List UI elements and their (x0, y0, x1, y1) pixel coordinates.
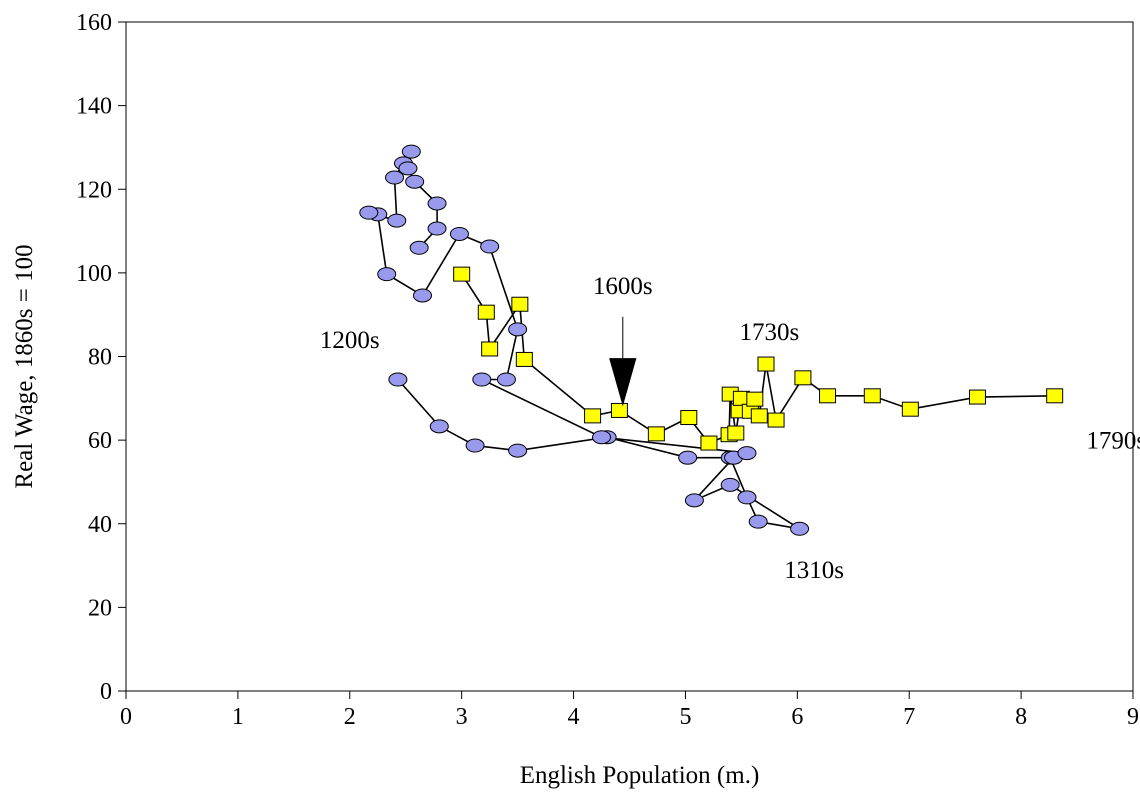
y-tick-label: 40 (88, 512, 112, 538)
series-2-point (794, 370, 812, 386)
series-2-point (1046, 388, 1064, 404)
y-tick-label: 80 (88, 345, 112, 371)
y-tick-label: 60 (88, 428, 112, 454)
annotation-label: 1790s (1086, 427, 1140, 454)
annotation-label: 1730s (739, 319, 799, 346)
series-1-point (401, 144, 421, 159)
y-tick-label: 140 (76, 94, 112, 120)
series-2-point (584, 408, 602, 424)
series-2-point (511, 296, 529, 312)
series-markers (359, 144, 1064, 536)
series-1-point (409, 240, 429, 255)
series-2-point (727, 425, 745, 441)
series-1-point (385, 170, 405, 185)
series-1-point (748, 514, 768, 529)
series-2-point (746, 391, 764, 407)
plot-frame (125, 21, 1134, 692)
series-1-point (508, 443, 528, 458)
x-tick-label: 4 (568, 704, 580, 730)
series-1-point (720, 477, 740, 492)
x-axis-ticks: 0 1 2 3 4 5 6 7 8 9 (120, 691, 1139, 730)
series-1-point (427, 221, 447, 236)
x-tick-label: 2 (344, 704, 356, 730)
series-1-point (388, 372, 408, 387)
x-tick-label: 8 (1015, 704, 1027, 730)
series-1-point (359, 205, 379, 220)
y-tick-label: 160 (76, 10, 112, 36)
series-1-point (592, 430, 612, 445)
series-1-point (377, 267, 397, 282)
series-1-point (387, 213, 407, 228)
annotation-label: 1600s (593, 273, 653, 300)
series-2-point (863, 388, 881, 404)
x-tick-label: 9 (1127, 704, 1139, 730)
series-2-point (819, 388, 837, 404)
series-1-point (737, 490, 757, 505)
annotation-label: 1200s (320, 327, 380, 354)
y-tick-label: 0 (100, 679, 112, 705)
y-tick-label: 120 (76, 177, 112, 203)
series-2-point (757, 356, 775, 372)
series-1-point (449, 226, 469, 241)
series-1-point (508, 322, 528, 337)
series-1-point (496, 372, 516, 387)
annotation-arrow (609, 316, 637, 407)
series-2-point (610, 402, 628, 418)
annotation-label: 1310s (784, 557, 844, 584)
series-1-point (472, 372, 492, 387)
y-tick-label: 20 (88, 595, 112, 621)
x-tick-label: 3 (456, 704, 468, 730)
series-2-point (968, 389, 986, 405)
series-2-point (647, 426, 665, 442)
series-2-point (901, 401, 919, 417)
axes (125, 21, 1134, 692)
series-1-point (427, 196, 447, 211)
series-2-point (767, 412, 785, 428)
series-2-point (750, 408, 768, 424)
x-tick-label: 0 (120, 704, 132, 730)
x-tick-label: 6 (791, 704, 803, 730)
x-axis-title: English Population (m.) (520, 762, 760, 789)
series-1-point (398, 161, 418, 176)
x-tick-label: 7 (903, 704, 915, 730)
series-2-point (477, 304, 495, 320)
series-1-point (684, 493, 704, 508)
series-1-point (678, 450, 698, 465)
series-2-point (453, 266, 471, 282)
series-lines (368, 151, 1055, 530)
series-2-point (515, 351, 533, 367)
x-tick-label: 1 (232, 704, 244, 730)
series-2-point (680, 410, 698, 426)
series-1-point (429, 419, 449, 434)
y-axis-ticks: 0 20 40 60 80 100 120 140 160 (76, 10, 126, 705)
y-tick-label: 100 (76, 261, 112, 287)
series-1-point (790, 521, 810, 536)
x-tick-label: 5 (679, 704, 691, 730)
arrow-head (609, 358, 637, 407)
series-1-point (413, 288, 433, 303)
series-1-point (405, 174, 425, 189)
series-1-point (480, 239, 500, 254)
series-2-point (481, 341, 499, 357)
series-1-point (465, 438, 485, 453)
series-2-point (700, 435, 718, 451)
annotations: 1200s 1600s 1730s 1790s 1310s (320, 273, 1140, 584)
series-1-point (737, 446, 757, 461)
y-axis-title: Real Wage, 1860s = 100 (11, 244, 38, 488)
